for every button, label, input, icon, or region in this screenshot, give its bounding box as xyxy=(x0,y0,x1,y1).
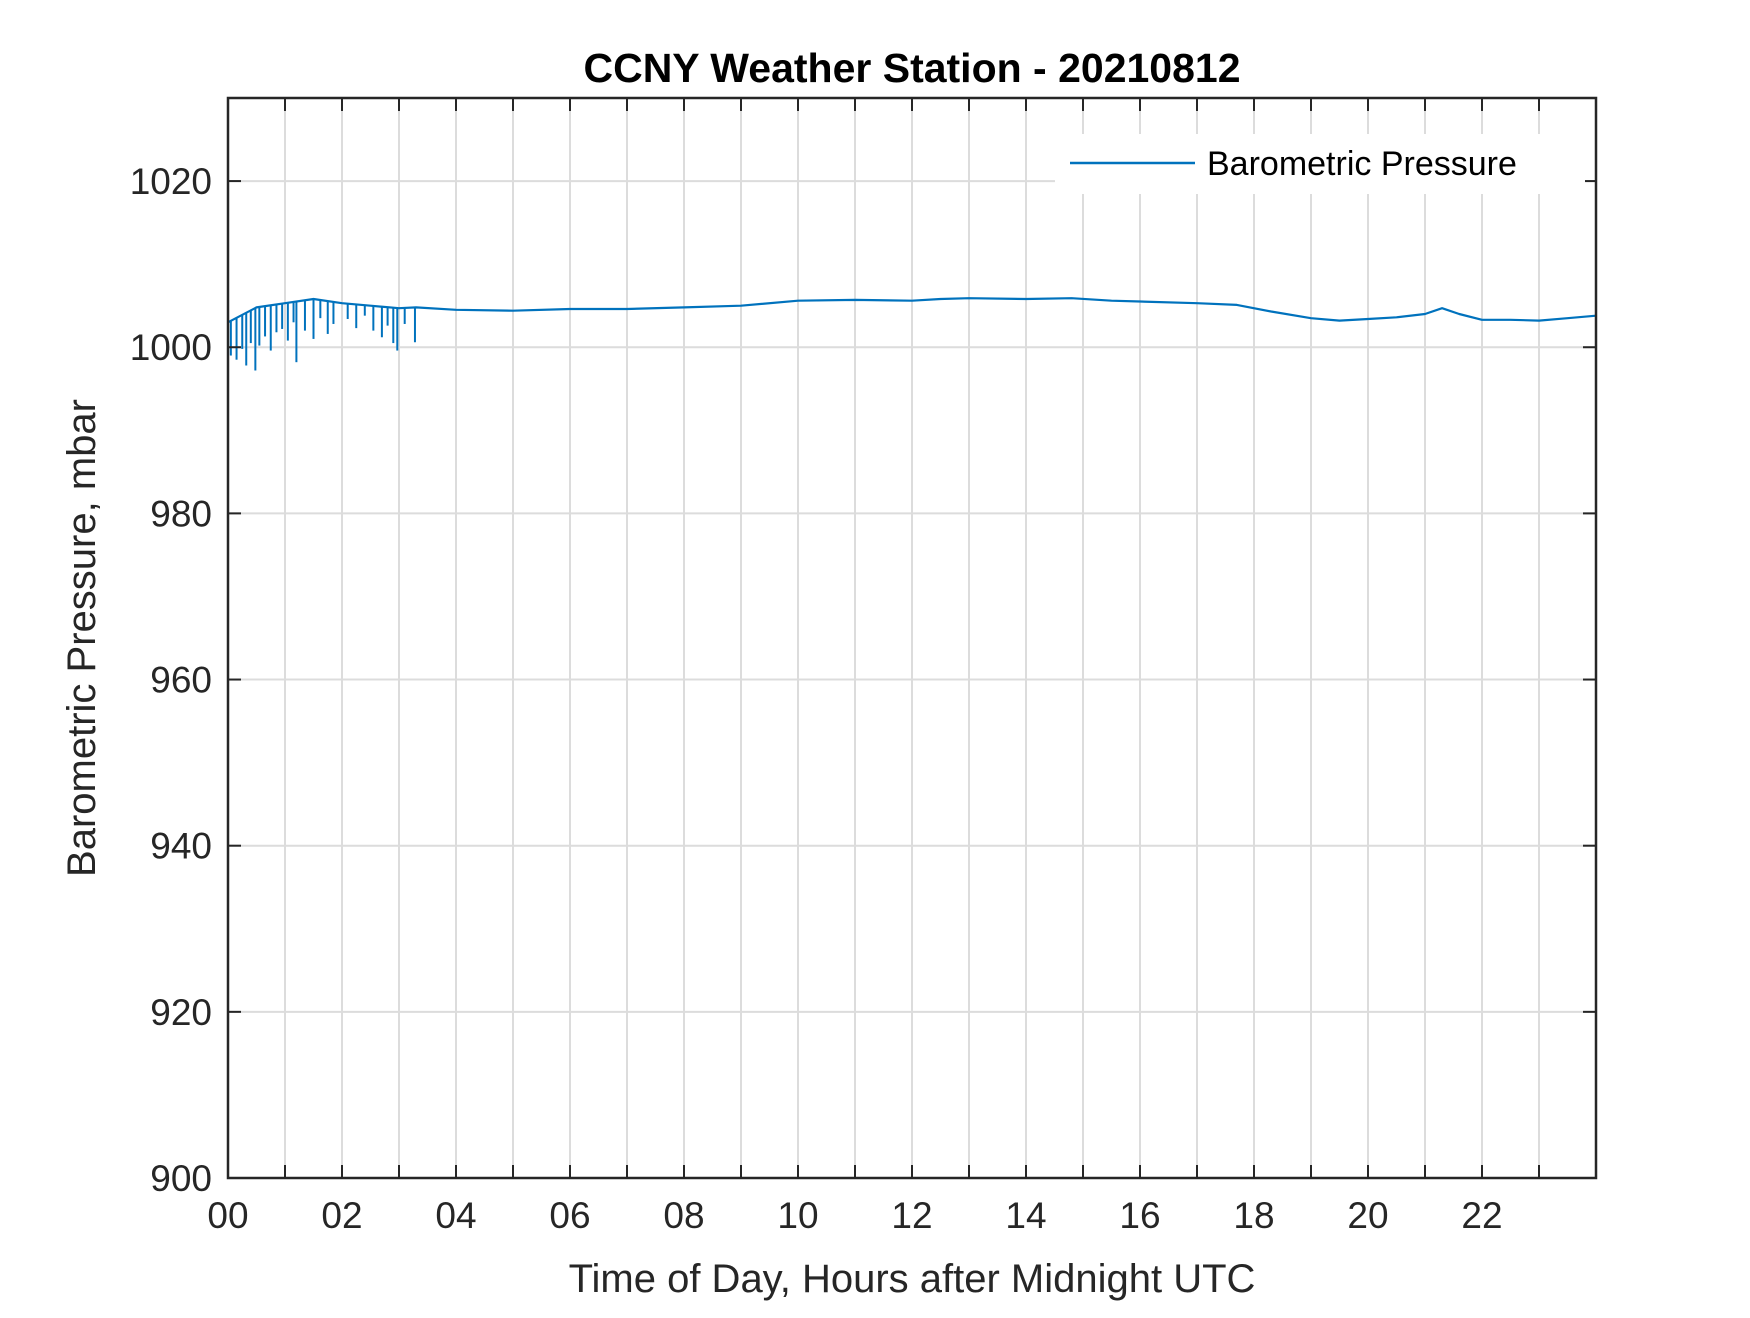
x-axis-title: Time of Day, Hours after Midnight UTC xyxy=(569,1257,1256,1301)
chart-title: CCNY Weather Station - 20210812 xyxy=(583,45,1240,91)
x-tick-label: 02 xyxy=(321,1195,362,1236)
y-tick-label: 900 xyxy=(150,1158,212,1199)
x-tick-label: 10 xyxy=(777,1195,818,1236)
x-tick-label: 06 xyxy=(549,1195,590,1236)
y-tick-label: 960 xyxy=(150,660,212,701)
x-tick-label: 20 xyxy=(1347,1195,1388,1236)
y-tick-label: 1000 xyxy=(130,327,212,368)
y-tick-label: 940 xyxy=(150,826,212,867)
x-tick-label: 18 xyxy=(1233,1195,1274,1236)
x-tick-label: 16 xyxy=(1119,1195,1160,1236)
grid xyxy=(228,98,1596,1178)
x-tick-label: 00 xyxy=(207,1195,248,1236)
legend: Barometric Pressure xyxy=(1055,134,1585,194)
y-axis-title: Barometric Pressure, mbar xyxy=(60,399,104,877)
x-tick-label: 04 xyxy=(435,1195,476,1236)
x-tick-label: 22 xyxy=(1461,1195,1502,1236)
y-tick-label: 1020 xyxy=(130,161,212,202)
x-tick-label: 08 xyxy=(663,1195,704,1236)
series-layer xyxy=(227,297,1597,371)
y-tick-label: 980 xyxy=(150,493,212,534)
series-line-barometric-pressure xyxy=(227,297,1597,324)
legend-label-barometric-pressure: Barometric Pressure xyxy=(1207,145,1517,183)
x-tick-label: 12 xyxy=(891,1195,932,1236)
ticks: 00 02 04 06 08 10 12 14 16 18 20 22 900 920 940 960 980 1… xyxy=(130,98,1596,1236)
x-tick-label: 14 xyxy=(1005,1195,1046,1236)
y-tick-label: 920 xyxy=(150,992,212,1033)
